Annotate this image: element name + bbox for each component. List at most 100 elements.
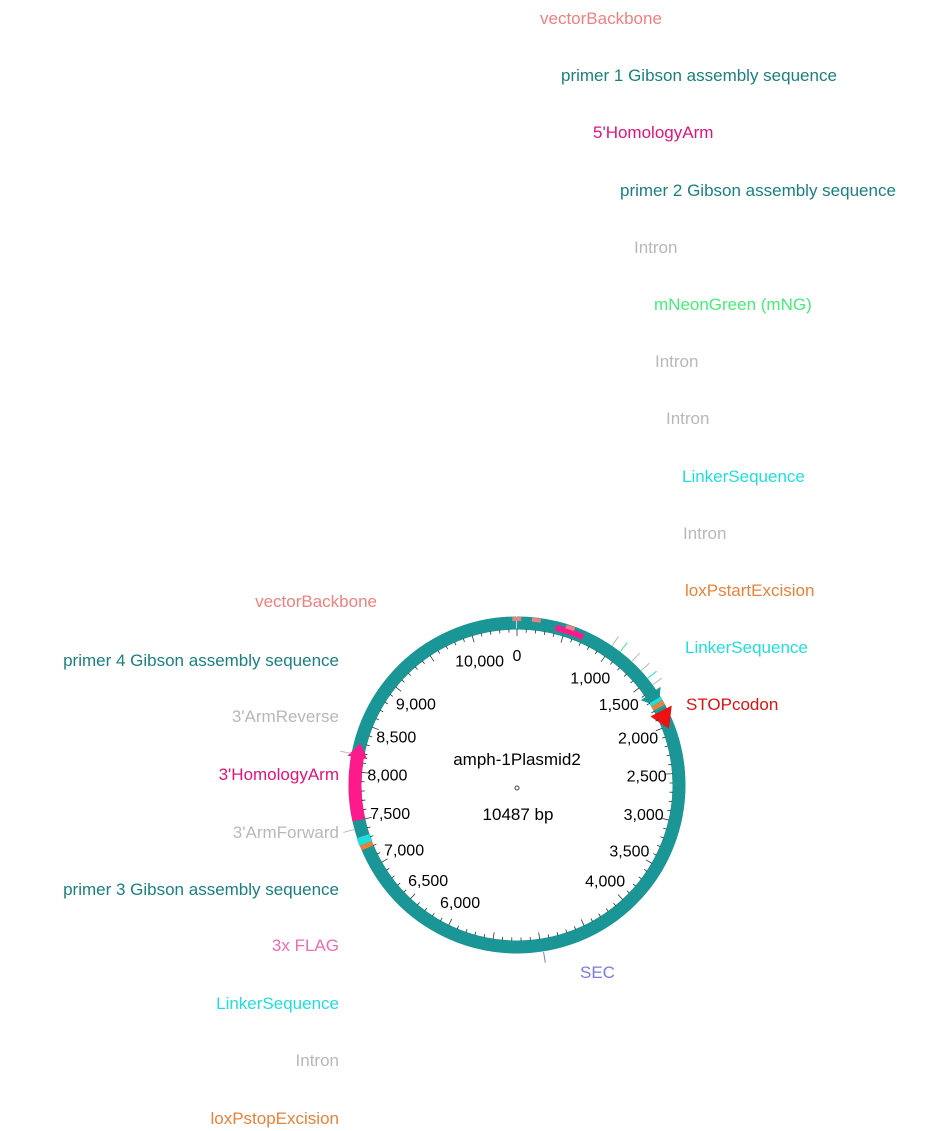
tick-label: 6,000 bbox=[440, 895, 480, 912]
feature-label-stop-codon[interactable]: STOPcodon bbox=[686, 695, 778, 714]
feature-label-intron-5[interactable]: Intron bbox=[296, 1051, 339, 1070]
tick-label: 2,500 bbox=[627, 769, 667, 786]
tick-mark bbox=[364, 753, 368, 756]
tick-mark bbox=[656, 844, 661, 848]
tick-mark bbox=[492, 932, 495, 940]
tick-mark bbox=[445, 645, 449, 650]
tick-mark bbox=[613, 902, 617, 907]
feature-leader bbox=[343, 829, 355, 833]
tick-label: 10,000 bbox=[455, 653, 504, 670]
feature-label-linker-1[interactable]: LinkerSequence bbox=[682, 467, 805, 486]
feature-leader bbox=[652, 677, 663, 686]
feature-label-3-arm-reverse[interactable]: 3'ArmReverse bbox=[232, 707, 339, 726]
tick-mark bbox=[556, 932, 559, 936]
tick-mark bbox=[389, 694, 394, 697]
feature-label-primer2[interactable]: primer 2 Gibson assembly sequence bbox=[620, 181, 896, 200]
tick-marks: 0 1,000 1,500 2,000 2,500 3,000 3,500 4,000 6,00… bbox=[361, 629, 673, 941]
tick-mark bbox=[552, 633, 555, 637]
center-dot bbox=[514, 785, 520, 791]
tick-mark bbox=[480, 633, 483, 637]
tick-mark bbox=[632, 883, 636, 887]
tick-mark bbox=[560, 635, 564, 643]
tick-mark bbox=[391, 875, 395, 879]
tick-mark bbox=[605, 908, 609, 912]
tick-label: 2,000 bbox=[618, 731, 658, 748]
tick-label: 1,000 bbox=[570, 671, 610, 688]
tick-mark bbox=[401, 679, 405, 683]
homology-arm-3-arc[interactable] bbox=[348, 756, 366, 822]
tick-mark bbox=[432, 912, 435, 917]
small-feature-mark bbox=[565, 624, 576, 632]
tick-label: 3,500 bbox=[609, 843, 649, 860]
feature-label-primer4[interactable]: primer 4 Gibson assembly sequence bbox=[63, 651, 339, 670]
lox-stop-band[interactable] bbox=[359, 841, 374, 851]
feature-label-sec[interactable]: SEC bbox=[580, 963, 615, 982]
tick-mark bbox=[437, 650, 441, 654]
tick-mark bbox=[373, 843, 377, 846]
tick-mark bbox=[667, 809, 671, 812]
tick-mark bbox=[483, 933, 486, 938]
feature-label-primer3[interactable]: primer 3 Gibson assembly sequence bbox=[63, 880, 339, 899]
tick-mark bbox=[386, 868, 390, 871]
tick-label: 8,000 bbox=[367, 768, 407, 785]
tick-mark bbox=[368, 735, 373, 738]
feature-label-intron-3[interactable]: Intron bbox=[666, 409, 709, 428]
tick-mark bbox=[462, 638, 465, 642]
lox-start-band[interactable] bbox=[651, 700, 666, 711]
tick-mark bbox=[489, 631, 492, 635]
feature-labels: vectorBackbone primer 1 Gibson assembly … bbox=[63, 9, 896, 1128]
tick-label: 9,000 bbox=[396, 696, 436, 713]
tick-mark bbox=[364, 816, 372, 820]
tick-label: 3,000 bbox=[624, 807, 664, 824]
feature-label-vectorBackbone-left[interactable]: vectorBackbone bbox=[255, 592, 377, 611]
tick-mark bbox=[371, 726, 379, 731]
feature-marks bbox=[340, 636, 663, 963]
tick-mark bbox=[422, 660, 425, 664]
feature-label-intron-1[interactable]: Intron bbox=[634, 238, 677, 257]
stop-codon-arrow[interactable] bbox=[650, 705, 672, 729]
feature-label-linker-2[interactable]: LinkerSequence bbox=[685, 638, 808, 657]
feature-label-vectorBackbone-top[interactable]: vectorBackbone bbox=[540, 9, 662, 28]
tick-mark bbox=[663, 827, 667, 830]
feature-label-3x-flag[interactable]: 3x FLAG bbox=[272, 936, 339, 955]
feature-leader bbox=[631, 652, 640, 662]
tick-mark bbox=[454, 641, 457, 646]
tick-mark bbox=[369, 835, 374, 838]
backbone-arc[interactable] bbox=[348, 616, 686, 954]
tick-mark bbox=[590, 918, 593, 922]
tick-mark bbox=[662, 818, 670, 821]
feature-label-mneongreen[interactable]: mNeonGreen (mNG) bbox=[654, 295, 812, 314]
feature-label-loxp-stop[interactable]: loxPstopExcision bbox=[210, 1109, 339, 1128]
tick-mark bbox=[417, 902, 420, 906]
tick-mark bbox=[617, 894, 624, 900]
feature-label-loxp-start[interactable]: loxPstartExcision bbox=[685, 581, 814, 600]
tick-mark bbox=[633, 687, 640, 693]
tick-label: 1,500 bbox=[599, 697, 639, 714]
tick-mark bbox=[384, 701, 389, 705]
feature-label-intron-4[interactable]: Intron bbox=[683, 524, 726, 543]
linker-band-2[interactable] bbox=[356, 833, 373, 846]
insert-arc[interactable] bbox=[516, 616, 666, 712]
feature-label-3-homology-arm[interactable]: 3'HomologyArm bbox=[219, 765, 339, 784]
feature-label-primer1[interactable]: primer 1 Gibson assembly sequence bbox=[561, 66, 837, 85]
tick-mark bbox=[440, 917, 443, 922]
linker-band-1[interactable] bbox=[649, 696, 663, 707]
tick-label: 6,500 bbox=[408, 873, 448, 890]
feature-label-5-homology-arm[interactable]: 5'HomologyArm bbox=[593, 123, 713, 142]
feature-label-linker-3[interactable]: LinkerSequence bbox=[216, 994, 339, 1013]
homology-arm-5-arc[interactable] bbox=[554, 624, 585, 640]
tick-mark bbox=[410, 893, 416, 900]
tick-mark bbox=[456, 925, 459, 930]
tick-mark bbox=[573, 926, 577, 930]
tick-mark bbox=[471, 635, 475, 643]
feature-label-intron-2[interactable]: Intron bbox=[655, 352, 698, 371]
feature-leader bbox=[611, 636, 619, 646]
tick-mark bbox=[666, 754, 671, 757]
tick-mark bbox=[474, 931, 477, 936]
tick-mark bbox=[651, 710, 655, 714]
tick-mark bbox=[665, 773, 673, 775]
tick-mark bbox=[395, 686, 402, 692]
tick-mark bbox=[645, 859, 653, 864]
feature-label-3-arm-forward[interactable]: 3'ArmForward bbox=[233, 823, 339, 842]
tick-mark bbox=[375, 718, 380, 721]
